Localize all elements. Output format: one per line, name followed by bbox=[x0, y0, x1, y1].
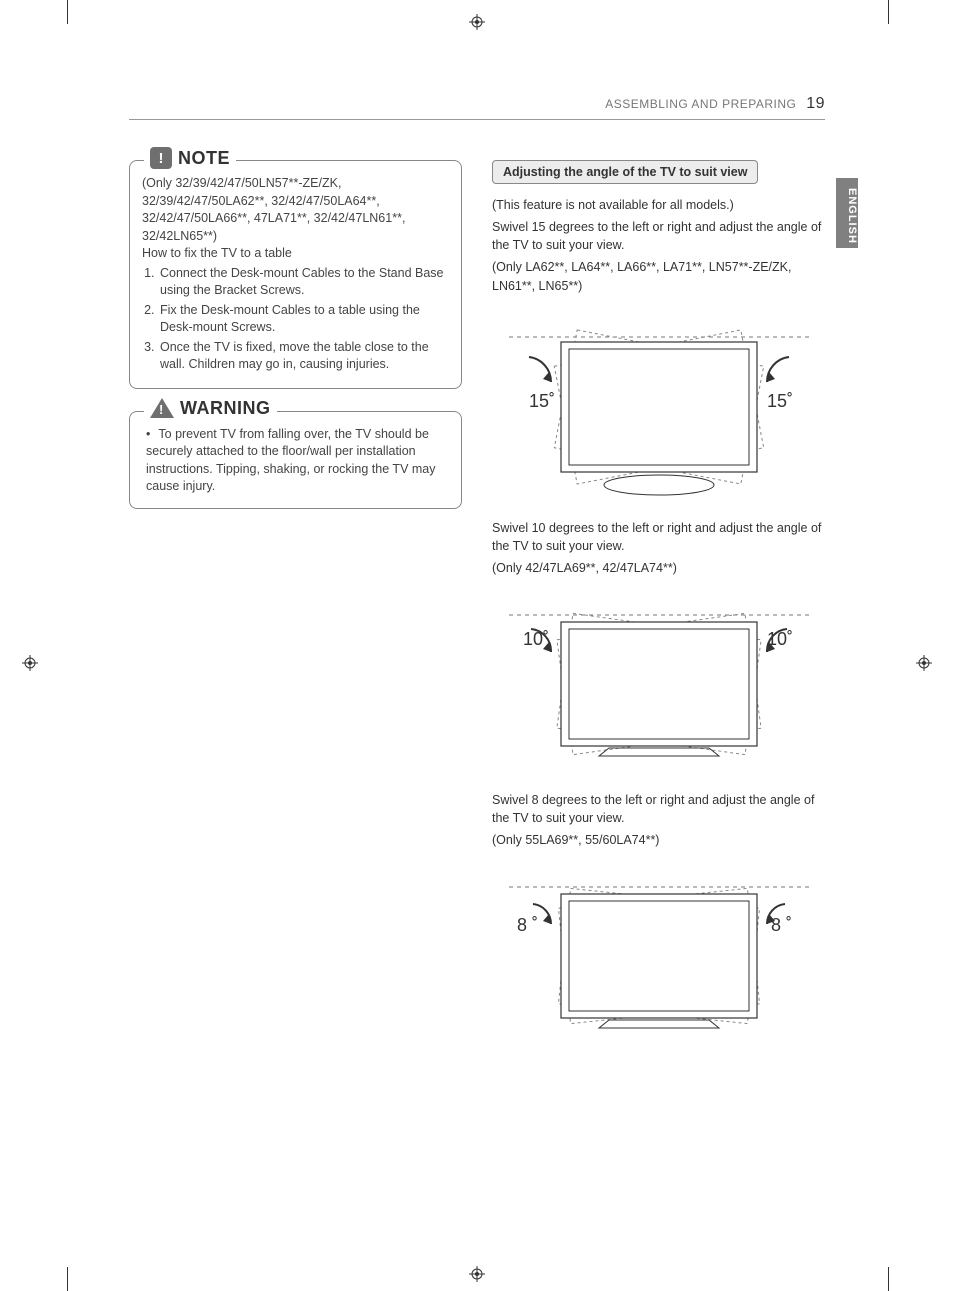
page-header: ASSEMBLING AND PREPARING 19 bbox=[129, 95, 825, 120]
section-heading: Adjusting the angle of the TV to suit vi… bbox=[492, 160, 758, 184]
note-step: Once the TV is fixed, move the table clo… bbox=[158, 339, 449, 374]
note-callout: ! NOTE (Only 32/39/42/47/50LN57**-ZE/ZK,… bbox=[129, 160, 462, 389]
block-text: Swivel 10 degrees to the left or right a… bbox=[492, 519, 825, 555]
note-subtitle: How to fix the TV to a table bbox=[142, 245, 449, 263]
registration-mark-icon bbox=[916, 655, 932, 674]
swivel-diagram: 15˚ 15˚ bbox=[492, 307, 825, 497]
block-models: (Only LA62**, LA64**, LA66**, LA71**, LN… bbox=[492, 258, 825, 294]
block-text: Swivel 15 degrees to the left or right a… bbox=[492, 218, 825, 254]
section-title: ASSEMBLING AND PREPARING bbox=[605, 97, 796, 111]
intro-line: (This feature is not available for all m… bbox=[492, 196, 825, 214]
note-title: NOTE bbox=[178, 148, 230, 169]
warning-title: WARNING bbox=[180, 398, 271, 419]
angle-right-label: 8 ˚ bbox=[771, 915, 792, 935]
swivel-diagram: 10˚ 10˚ bbox=[492, 589, 825, 769]
angle-left-label: 10˚ bbox=[523, 629, 549, 649]
angle-left-label: 8 ˚ bbox=[517, 915, 538, 935]
registration-mark-icon bbox=[469, 14, 485, 33]
note-step: Connect the Desk-mount Cables to the Sta… bbox=[158, 265, 449, 300]
angle-right-label: 10˚ bbox=[767, 629, 793, 649]
angle-left-label: 15˚ bbox=[529, 391, 555, 411]
warning-icon bbox=[150, 398, 174, 418]
note-steps: Connect the Desk-mount Cables to the Sta… bbox=[142, 265, 449, 374]
registration-mark-icon bbox=[469, 1266, 485, 1285]
note-models: (Only 32/39/42/47/50LN57**-ZE/ZK, 32/39/… bbox=[142, 175, 449, 245]
warning-item: To prevent TV from falling over, the TV … bbox=[146, 426, 449, 496]
angle-right-label: 15˚ bbox=[767, 391, 793, 411]
note-step: Fix the Desk-mount Cables to a table usi… bbox=[158, 302, 449, 337]
page-number: 19 bbox=[806, 95, 825, 112]
language-tab: ENGLISH bbox=[836, 178, 858, 248]
swivel-diagram: 8 ˚ 8 ˚ bbox=[492, 861, 825, 1041]
note-icon: ! bbox=[150, 147, 172, 169]
warning-callout: WARNING To prevent TV from falling over,… bbox=[129, 411, 462, 509]
block-text: Swivel 8 degrees to the left or right an… bbox=[492, 791, 825, 827]
registration-mark-icon bbox=[22, 655, 38, 674]
block-models: (Only 42/47LA69**, 42/47LA74**) bbox=[492, 559, 825, 577]
block-models: (Only 55LA69**, 55/60LA74**) bbox=[492, 831, 825, 849]
